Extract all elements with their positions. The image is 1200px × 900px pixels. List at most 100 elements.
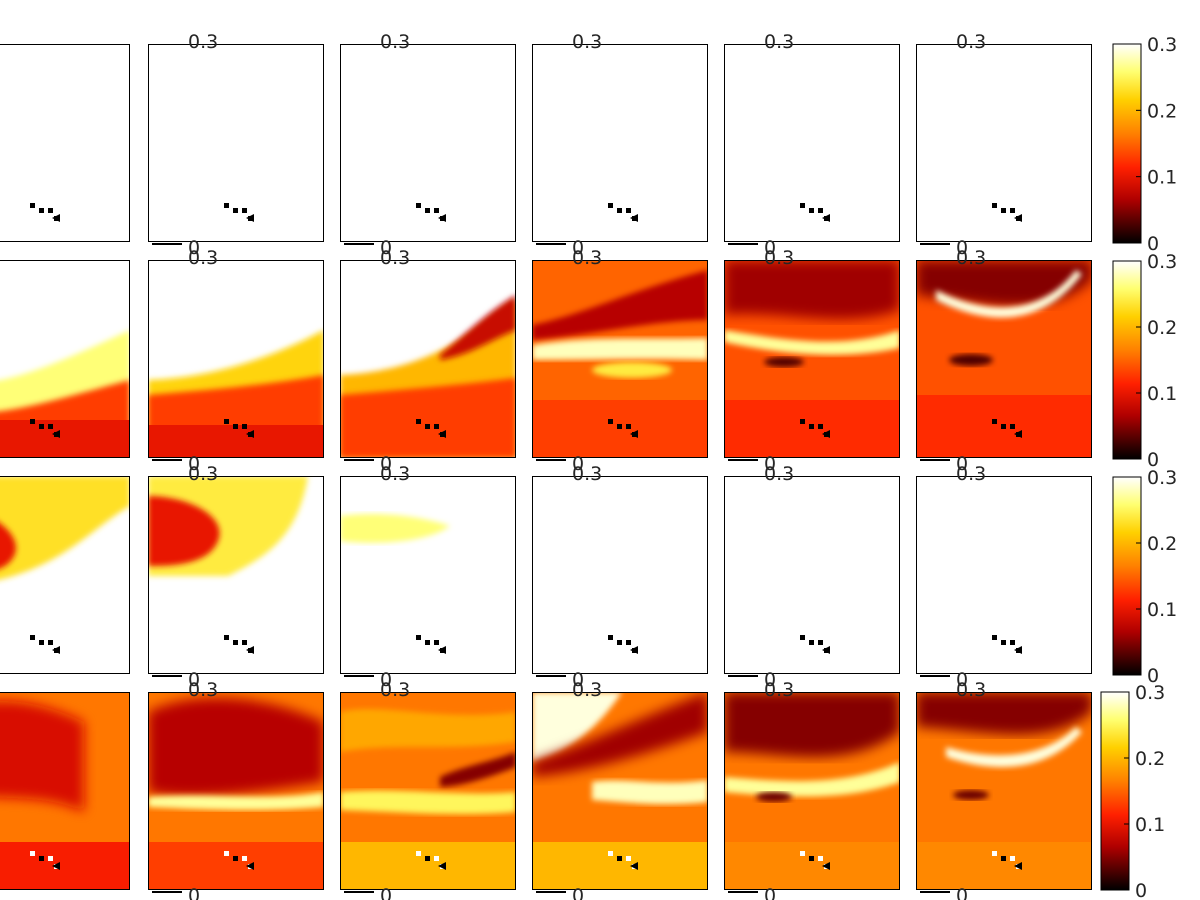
heat-region (440, 752, 516, 787)
colorbar-gradient (1112, 43, 1142, 244)
arrow-marker (52, 214, 60, 222)
heatmap-panel (916, 44, 1092, 242)
colorbar: 0 0.1 0.2 0.3 (1112, 34, 1177, 255)
heatmap-panel (916, 476, 1092, 674)
heatmap-panel (724, 260, 900, 458)
heat-region (0, 842, 130, 890)
heatmap-panel (532, 44, 708, 242)
tick-fragment-top: 0.3 (380, 31, 410, 53)
site-marker (992, 851, 997, 856)
tick-fragment-top: 0.3 (956, 247, 986, 269)
heat-region (532, 692, 708, 777)
site-marker (434, 208, 439, 213)
colorbar-fragment (920, 243, 950, 245)
heat-region (532, 270, 708, 340)
tick-fragment-bottom: 0 (188, 885, 200, 900)
heat-region (0, 476, 130, 580)
tick-fragment-bottom: 0 (380, 885, 392, 900)
heat-region (916, 260, 1092, 307)
site-marker (1010, 856, 1015, 861)
site-marker (626, 208, 631, 213)
colorbar-fragment (920, 675, 950, 677)
colorbar-tick-label: 0 (1147, 665, 1159, 687)
site-marker (800, 419, 805, 424)
site-marker (626, 424, 631, 429)
colorbar-tick-label: 0.3 (1147, 467, 1177, 489)
site-marker (416, 419, 421, 424)
site-marker (992, 635, 997, 640)
heatmap-panel (0, 260, 130, 458)
site-marker (416, 203, 421, 208)
tick-fragment-top: 0.3 (764, 247, 794, 269)
panel-border (724, 260, 900, 458)
heat-region (340, 514, 450, 543)
arrow-marker (1014, 646, 1022, 654)
arrow-marker (822, 862, 830, 870)
heatmap-panel (340, 44, 516, 242)
panel-border (724, 476, 900, 674)
site-marker (242, 856, 247, 861)
arrow-marker (438, 862, 446, 870)
colorbar: 0 0.1 0.2 0.3 (1112, 251, 1177, 471)
panel-border (0, 476, 130, 674)
panel-border (340, 260, 516, 458)
site-marker (224, 419, 229, 424)
heatmap-panel (148, 476, 324, 674)
site-marker (608, 203, 613, 208)
site-marker (30, 851, 35, 856)
heat-region (440, 295, 516, 360)
site-marker (617, 640, 622, 645)
tick-fragment-bottom: 0 (956, 885, 968, 900)
colorbar-gradient (1112, 476, 1142, 676)
tick-fragment-top: 0.3 (380, 679, 410, 701)
heat-region (340, 842, 516, 890)
site-marker (39, 856, 44, 861)
heat-region (340, 709, 516, 752)
arrow-marker (630, 430, 638, 438)
tick-fragment-bottom: 0 (956, 237, 968, 259)
site-marker (1001, 208, 1006, 213)
panel-border (148, 476, 324, 674)
site-marker (224, 635, 229, 640)
site-marker (425, 208, 430, 213)
site-marker (48, 424, 53, 429)
colorbar-fragment (920, 459, 950, 461)
panel-border (340, 476, 516, 674)
heat-region (946, 727, 1082, 768)
tick-fragment-bottom: 0 (572, 453, 584, 475)
tick-fragment-top: 0.3 (188, 31, 218, 53)
colorbar-fragment (344, 459, 374, 461)
colorbar-tick-label: 0.3 (1147, 251, 1177, 273)
tick-fragment-bottom: 0 (764, 669, 776, 691)
heat-region (916, 692, 1092, 735)
tick-fragment-top: 0.3 (380, 463, 410, 485)
heat-region (592, 362, 672, 378)
tick-fragment-bottom: 0 (188, 453, 200, 475)
heatmap-panel (340, 692, 516, 890)
site-marker (224, 203, 229, 208)
panel-border (916, 476, 1092, 674)
tick-fragment-bottom: 0 (188, 669, 200, 691)
heat-region (148, 698, 324, 797)
site-marker (48, 208, 53, 213)
tick-fragment-bottom: 0 (380, 453, 392, 475)
heat-region (916, 842, 1092, 890)
tick-fragment-top: 0.3 (572, 31, 602, 53)
site-marker (818, 640, 823, 645)
tick-fragment-top: 0.3 (572, 679, 602, 701)
colorbar-fragment (536, 675, 566, 677)
heat-region (592, 780, 708, 805)
tick-fragment-top: 0.3 (956, 463, 986, 485)
panel-border (532, 692, 708, 890)
colorbar-fragment (152, 243, 182, 245)
colorbar-fragment (728, 243, 758, 245)
tick-fragment-top: 0.3 (956, 31, 986, 53)
site-marker (48, 856, 53, 861)
site-marker (617, 208, 622, 213)
panel-border (148, 44, 324, 242)
tick-fragment-bottom: 0 (956, 453, 968, 475)
tick-fragment-bottom: 0 (572, 237, 584, 259)
site-marker (608, 635, 613, 640)
arrow-marker (246, 214, 254, 222)
tick-fragment-bottom: 0 (764, 453, 776, 475)
